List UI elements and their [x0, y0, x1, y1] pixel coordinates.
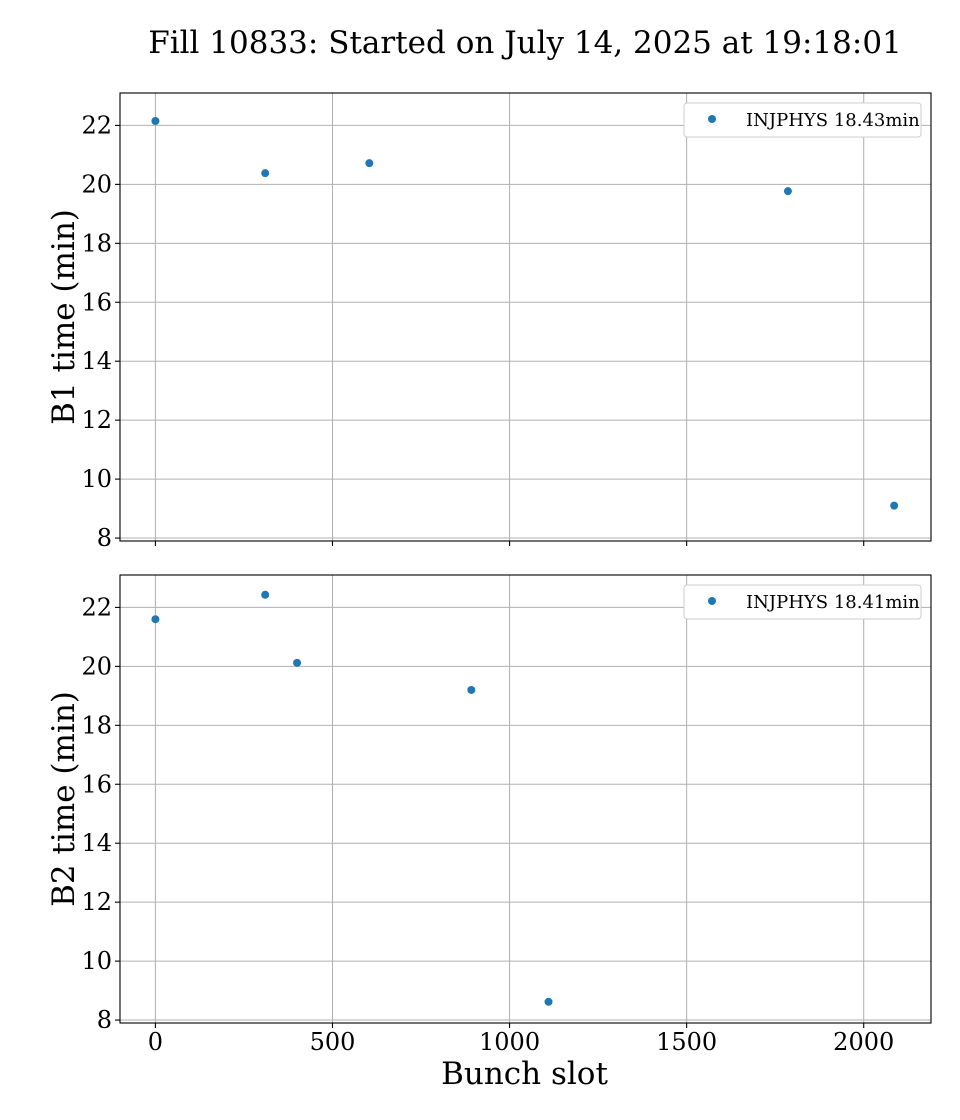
y-tick-label: 8 — [97, 1006, 112, 1034]
data-point — [151, 615, 160, 624]
y-tick-label: 12 — [81, 406, 112, 434]
data-point — [293, 658, 302, 667]
axes-frame — [119, 574, 932, 1024]
data-point — [151, 117, 160, 125]
legend-label: INJPHYS 18.43min — [746, 110, 920, 131]
x-tick-label: 1500 — [656, 1028, 717, 1056]
x-tick-label: 500 — [310, 1028, 356, 1056]
y-tick-label: 22 — [81, 593, 112, 621]
subplot-1: 8 10 12 14 16 18 20 22 B1 time (min) INJPHYS 18.4… — [46, 92, 932, 552]
legend: INJPHYS 18.43min — [683, 102, 922, 138]
data-point — [890, 501, 899, 510]
y-tick-label: 22 — [81, 111, 112, 139]
y-tick-label: 18 — [81, 229, 112, 257]
y-tick-label: 14 — [81, 347, 112, 375]
data-point — [783, 187, 792, 196]
axes-frame — [119, 92, 932, 542]
x-axis-label: Bunch slot — [441, 1056, 608, 1092]
data-point — [467, 685, 476, 694]
y-tick-label: 16 — [81, 770, 112, 798]
y-tick-label: 16 — [81, 288, 112, 316]
data-point — [365, 159, 374, 168]
y-tick-label: 20 — [81, 652, 112, 680]
y-axis-label: B2 time (min) — [46, 691, 82, 907]
legend-box — [683, 584, 922, 620]
legend-marker — [708, 115, 716, 123]
y-tick-label: 20 — [81, 170, 112, 198]
y-tick-label: 8 — [97, 524, 112, 552]
legend-marker — [708, 597, 716, 605]
subplots: 8 10 12 14 16 18 20 22 B1 time (min) INJPHYS 18.4… — [46, 92, 932, 1092]
y-tick-label: 12 — [81, 888, 112, 916]
data-point — [261, 590, 270, 599]
x-tick-label: 2000 — [833, 1028, 894, 1056]
y-tick-label: 14 — [81, 829, 112, 857]
y-tick-label: 18 — [81, 711, 112, 739]
chart-title: Fill 10833: Started on July 14, 2025 at … — [148, 25, 902, 61]
y-tick-label: 10 — [81, 465, 112, 493]
x-tick-label: 1000 — [479, 1028, 540, 1056]
legend-label: INJPHYS 18.41min — [746, 592, 920, 613]
x-tick-label: 0 — [148, 1028, 163, 1056]
subplot-2: 0 500 1000 1500 2000 8 10 12 14 16 18 20 22 B2 time (… — [46, 574, 932, 1092]
data-point — [261, 169, 270, 178]
legend-box — [683, 102, 922, 138]
data-point — [544, 997, 553, 1006]
legend: INJPHYS 18.41min — [683, 584, 922, 620]
y-tick-label: 10 — [81, 947, 112, 975]
y-axis-label: B1 time (min) — [46, 209, 82, 425]
